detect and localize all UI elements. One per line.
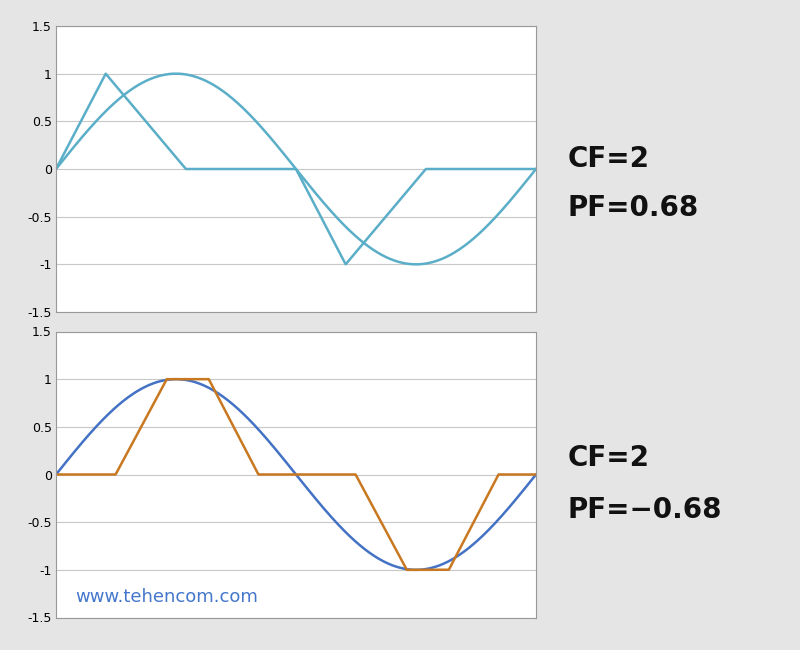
- Text: CF=2: CF=2: [568, 145, 650, 174]
- Text: PF=0.68: PF=0.68: [568, 194, 699, 222]
- Text: PF=−0.68: PF=−0.68: [568, 496, 722, 525]
- Text: www.tehencom.com: www.tehencom.com: [75, 588, 258, 606]
- Text: CF=2: CF=2: [568, 444, 650, 473]
